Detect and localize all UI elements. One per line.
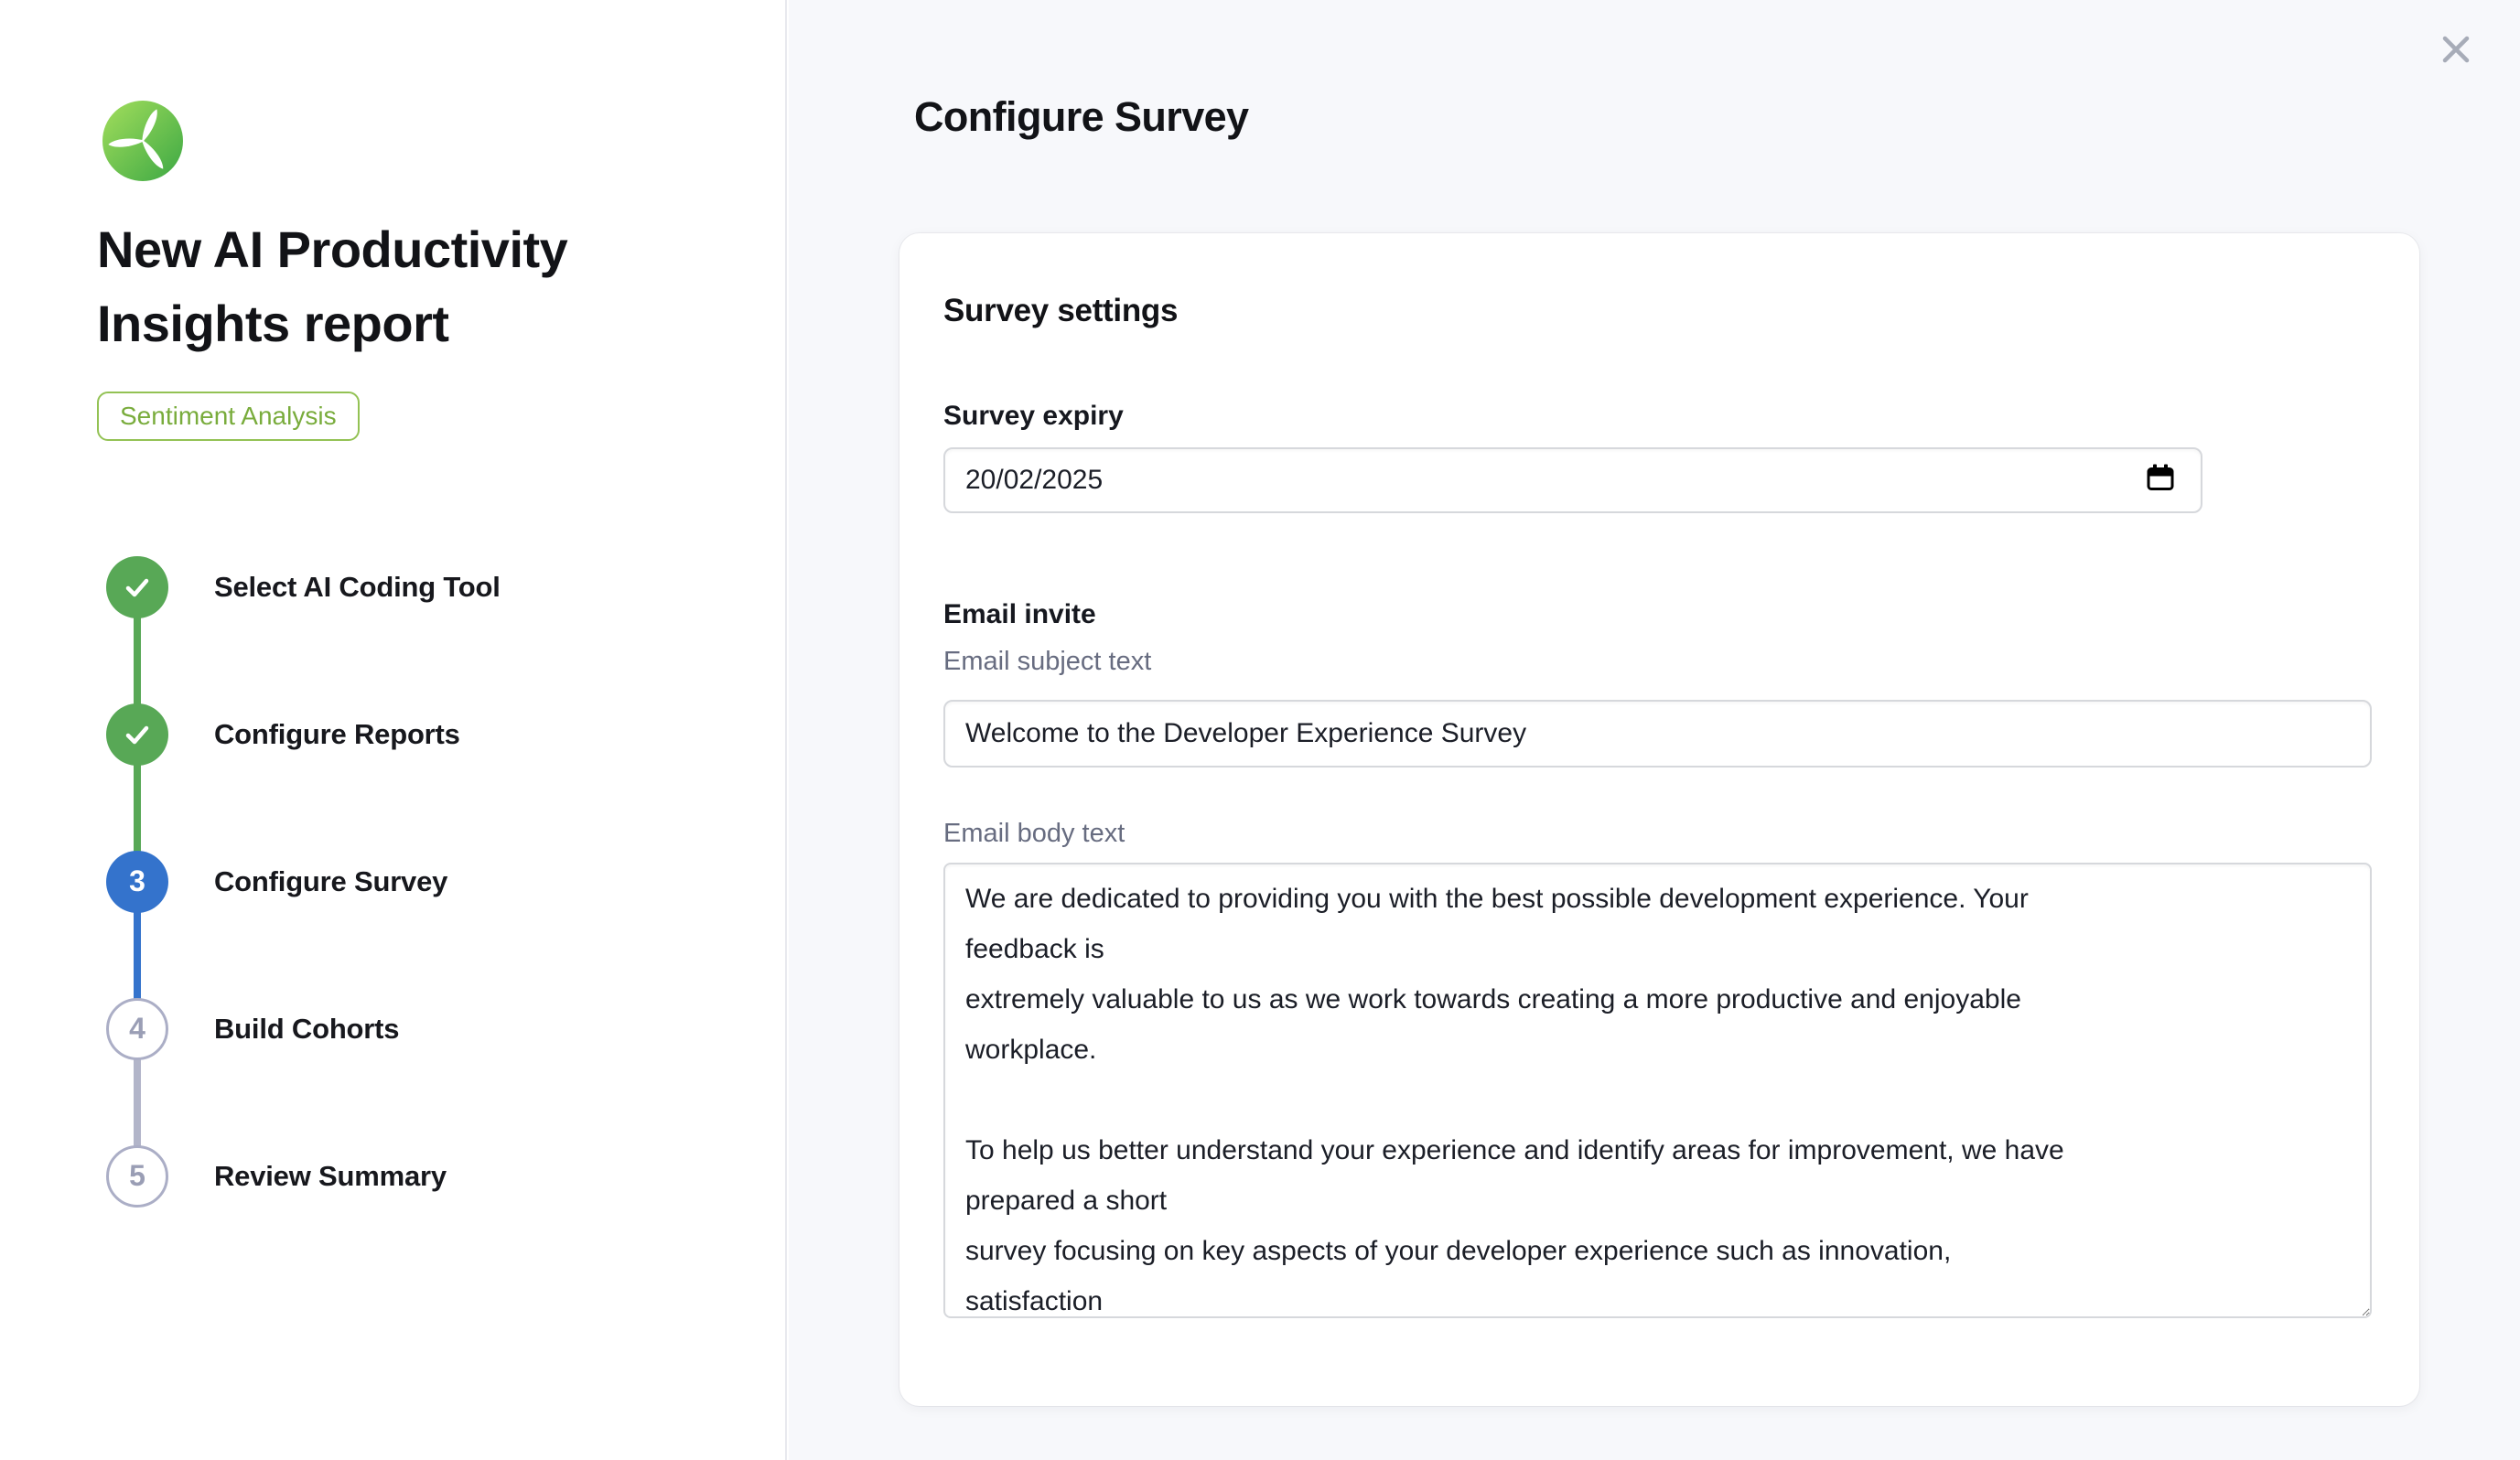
- step-select-ai-coding-tool[interactable]: Select AI Coding Tool: [106, 513, 655, 705]
- step-configure-survey[interactable]: 3 Configure Survey: [106, 808, 655, 1000]
- step-configure-reports[interactable]: Configure Reports: [106, 660, 655, 853]
- step-connector: [134, 616, 141, 705]
- step-1-complete-indicator: [106, 555, 168, 618]
- configure-survey-panel: Configure Survey Survey settings Survey …: [789, 0, 2520, 1460]
- sentiment-analysis-badge: Sentiment Analysis: [97, 392, 360, 441]
- email-body-textarea[interactable]: We are dedicated to providing you with t…: [943, 863, 2372, 1318]
- step-label: Configure Reports: [214, 717, 460, 750]
- survey-settings-heading: Survey settings: [943, 293, 1179, 328]
- step-connector: [134, 910, 141, 1000]
- survey-expiry-label: Survey expiry: [943, 401, 1124, 431]
- report-title: New AI Productivity Insights report: [97, 220, 568, 352]
- email-subject-input[interactable]: [943, 700, 2372, 768]
- close-icon: [2442, 36, 2470, 63]
- survey-expiry-value: 20/02/2025: [965, 465, 1104, 495]
- step-review-summary[interactable]: 5 Review Summary: [106, 1102, 655, 1250]
- wizard-stepper: Select AI Coding Tool Configure Reports …: [106, 513, 655, 1250]
- step-label: Configure Survey: [214, 864, 448, 897]
- step-label: Select AI Coding Tool: [214, 570, 501, 603]
- survey-expiry-input[interactable]: 20/02/2025: [943, 447, 2202, 513]
- email-invite-heading: Email invite: [943, 599, 1096, 629]
- wizard-sidebar: New AI Productivity Insights report Sent…: [0, 0, 787, 1460]
- survey-settings-card: Survey settings Survey expiry 20/02/2025…: [899, 233, 2419, 1406]
- step-label: Review Summary: [214, 1159, 447, 1192]
- check-icon: [125, 725, 149, 744]
- email-body-label: Email body text: [943, 819, 1125, 848]
- turbine-logo-icon: [102, 101, 183, 181]
- step-label: Build Cohorts: [214, 1012, 400, 1045]
- step-2-complete-indicator: [106, 703, 168, 766]
- close-button[interactable]: [2432, 26, 2480, 73]
- step-connector: [134, 1057, 141, 1147]
- step-3-current-indicator: 3: [106, 850, 168, 913]
- step-5-upcoming-indicator: 5: [106, 1144, 168, 1208]
- calendar-icon[interactable]: [2144, 462, 2177, 499]
- step-connector: [134, 763, 141, 853]
- check-icon: [125, 578, 149, 596]
- step-build-cohorts[interactable]: 4 Build Cohorts: [106, 955, 655, 1147]
- email-subject-label: Email subject text: [943, 647, 1152, 676]
- panel-title: Configure Survey: [914, 93, 1249, 140]
- step-4-upcoming-indicator: 4: [106, 997, 168, 1060]
